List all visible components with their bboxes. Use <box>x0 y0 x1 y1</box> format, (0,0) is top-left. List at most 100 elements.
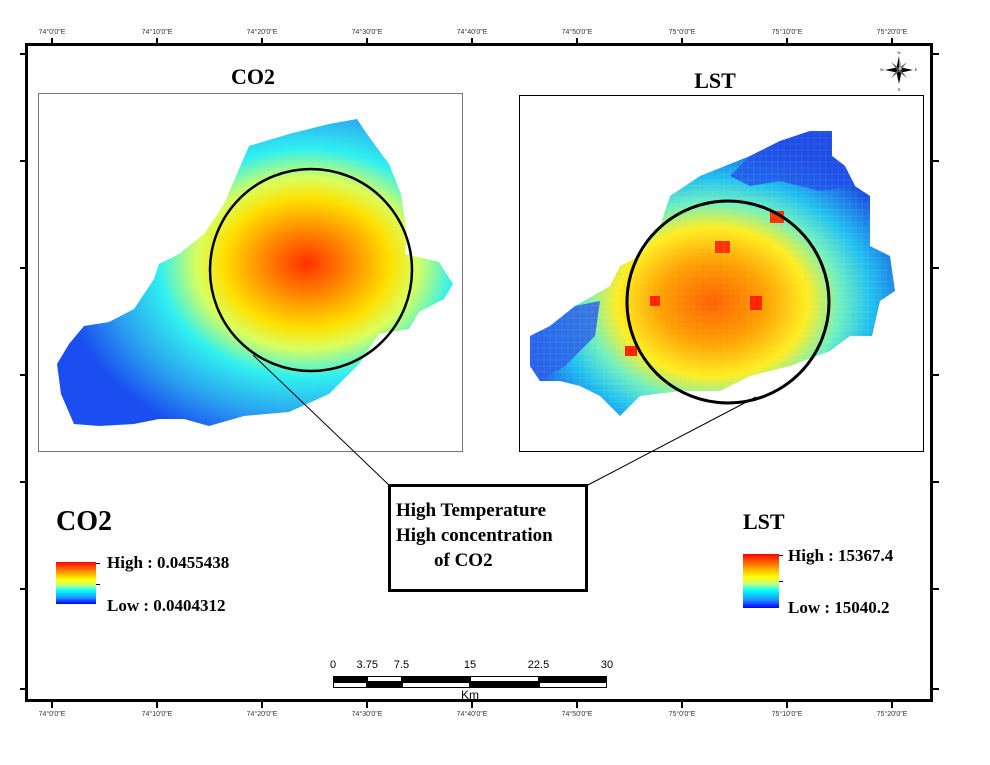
longitude-label-top: 75°0'0"E <box>668 29 696 36</box>
graticule-tick-top <box>786 38 788 44</box>
scale-bar-segment <box>470 682 539 688</box>
graticule-tick-top <box>261 38 263 44</box>
south-label: S <box>898 87 901 92</box>
graticule-tick-right <box>933 588 939 590</box>
longitude-label-bottom: 74°40'0"E <box>456 711 488 718</box>
longitude-label-top: 75°10'0"E <box>771 29 803 36</box>
lst-hotspot-circle <box>625 199 831 405</box>
graticule-tick-right <box>933 374 939 376</box>
graticule-tick-top <box>51 38 53 44</box>
co2-legend-colorramp <box>56 562 96 604</box>
graticule-tick-top <box>366 38 368 44</box>
longitude-label-top: 74°0'0"E <box>38 29 66 36</box>
scale-bar-segment <box>401 676 470 682</box>
graticule-tick-top <box>891 38 893 44</box>
longitude-label-bottom: 75°10'0"E <box>771 711 803 718</box>
longitude-label-top: 74°50'0"E <box>561 29 593 36</box>
scale-bar-label: 0 <box>329 659 337 671</box>
graticule-tick-bottom <box>366 702 368 708</box>
scale-bar-unit: Km <box>461 688 479 702</box>
graticule-tick-right <box>933 688 939 690</box>
scale-bar-segment <box>333 682 368 688</box>
co2-leader-line <box>252 354 391 487</box>
lst-leader-line <box>585 396 757 487</box>
graticule-tick-left <box>20 267 26 269</box>
graticule-tick-bottom <box>681 702 683 708</box>
scale-bar-label: 15 <box>463 659 477 671</box>
map-frame <box>25 43 933 702</box>
co2-map-panel[interactable] <box>38 93 463 452</box>
lst-study-area <box>520 96 923 451</box>
graticule-tick-top <box>681 38 683 44</box>
co2-legend-tick-high <box>96 563 100 564</box>
longitude-label-bottom: 74°20'0"E <box>246 711 278 718</box>
longitude-label-top: 74°20'0"E <box>246 29 278 36</box>
longitude-label-bottom: 74°50'0"E <box>561 711 593 718</box>
scale-bar-label: 3.75 <box>356 659 378 671</box>
scale-bar-segment <box>538 676 607 682</box>
lst-map-panel[interactable] <box>519 95 924 452</box>
graticule-tick-bottom <box>576 702 578 708</box>
co2-legend-tick-mid <box>96 584 100 585</box>
scale-bar-segment <box>367 682 402 688</box>
lst-map-title: LST <box>694 68 736 93</box>
graticule-tick-left <box>20 374 26 376</box>
co2-legend-high: High : 0.0455438 <box>107 553 230 572</box>
longitude-label-bottom: 74°30'0"E <box>351 711 383 718</box>
north-label: N <box>898 50 901 55</box>
scale-bar-segment <box>401 682 470 688</box>
longitude-label-bottom: 75°20'0"E <box>876 711 908 718</box>
graticule-tick-right <box>933 160 939 162</box>
longitude-label-top: 74°40'0"E <box>456 29 488 36</box>
graticule-tick-bottom <box>156 702 158 708</box>
graticule-tick-left <box>20 160 26 162</box>
co2-map-title: CO2 <box>231 64 275 89</box>
scale-bar-label: 22.5 <box>527 659 550 671</box>
callout-line-1: High Temperature <box>396 500 547 521</box>
co2-legend-title: CO2 <box>56 506 112 537</box>
graticule-tick-left <box>20 53 26 55</box>
west-label: W <box>880 67 884 72</box>
graticule-tick-bottom <box>891 702 893 708</box>
co2-study-area <box>57 119 453 426</box>
scale-bar-segment <box>470 676 539 682</box>
scale-bar-segment <box>333 676 368 682</box>
callout-line-3: of CO2 <box>434 550 493 571</box>
graticule-tick-left <box>20 481 26 483</box>
scale-bar-segment <box>538 682 607 688</box>
graticule-tick-top <box>156 38 158 44</box>
graticule-tick-bottom <box>786 702 788 708</box>
lst-legend-tick-mid <box>779 581 783 582</box>
graticule-tick-left <box>20 688 26 690</box>
east-label: E <box>915 67 918 72</box>
graticule-tick-right <box>933 53 939 55</box>
scale-bar-label: 7.5 <box>393 659 410 671</box>
graticule-tick-right <box>933 481 939 483</box>
longitude-label-bottom: 74°0'0"E <box>38 711 66 718</box>
scale-bar-segment <box>367 676 402 682</box>
scale-bar-label: 30 <box>600 659 614 671</box>
longitude-label-bottom: 74°10'0"E <box>141 711 173 718</box>
longitude-label-top: 74°30'0"E <box>351 29 383 36</box>
graticule-tick-left <box>20 588 26 590</box>
callout-line-2: High concentration <box>396 525 553 546</box>
graticule-tick-bottom <box>471 702 473 708</box>
graticule-tick-bottom <box>261 702 263 708</box>
lst-legend-high: High : 15367.4 <box>788 546 894 565</box>
longitude-label-bottom: 75°0'0"E <box>668 711 696 718</box>
graticule-tick-right <box>933 267 939 269</box>
co2-legend-low: Low : 0.0404312 <box>107 596 226 615</box>
longitude-label-top: 75°20'0"E <box>876 29 908 36</box>
lst-legend-colorramp <box>743 554 779 608</box>
north-arrow-icon: N S E W <box>880 50 918 92</box>
co2-hotspot-circle <box>208 167 414 373</box>
lst-legend-tick-high <box>779 555 783 556</box>
lst-legend-title: LST <box>743 509 785 534</box>
lst-legend-low: Low : 15040.2 <box>788 598 890 617</box>
callout-box: High Temperature High concentration of C… <box>388 484 588 592</box>
graticule-tick-bottom <box>51 702 53 708</box>
graticule-tick-top <box>576 38 578 44</box>
co2-raster <box>57 119 453 426</box>
longitude-label-top: 74°10'0"E <box>141 29 173 36</box>
